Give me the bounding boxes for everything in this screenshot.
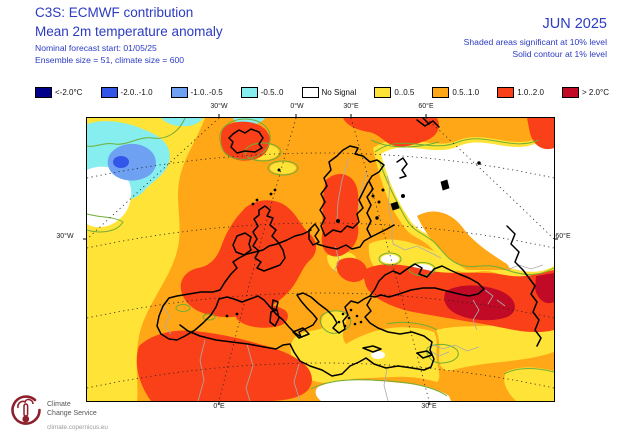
color-legend: <-2.0°C -2.0..-1.0 -1.0..-0.5 -0.5..0 No…: [35, 87, 609, 98]
legend-item: No Signal: [301, 87, 357, 98]
legend-item: <-2.0°C: [35, 87, 82, 98]
legend-swatch: [100, 87, 118, 98]
legend-swatch: [35, 87, 52, 98]
legend-swatch: [170, 87, 188, 98]
legend-swatch: [240, 87, 258, 98]
logo-line1: Climate: [47, 401, 71, 408]
legend-item: 0.5..1.0: [432, 87, 479, 98]
legend-swatch: [374, 87, 392, 98]
axis-label-top-60e: 60°E: [418, 103, 434, 110]
legend-label: <-2.0°C: [55, 88, 83, 97]
legend-label: 1.0..2.0: [517, 88, 544, 97]
axis-label-bottom-0e: 0°E: [213, 403, 225, 410]
legend-item: -0.5..0: [240, 87, 284, 98]
legend-swatch: [432, 87, 450, 98]
anomaly-map-frame: [83, 114, 558, 405]
subtitle-forecast-start: Nominal forecast start: 01/05/25: [35, 43, 157, 53]
legend-swatch: [497, 87, 515, 98]
graticule: [86, 117, 555, 402]
logo-text: Climate Change Service: [47, 401, 97, 418]
coastlines: [156, 117, 542, 377]
axis-label-top-30e: 30°E: [343, 103, 359, 110]
significance-contours: [86, 117, 555, 397]
copernicus-logo-icon: [11, 395, 41, 425]
legend-item: -2.0..-1.0: [100, 87, 153, 98]
legend-label: -1.0..-0.5: [190, 88, 223, 97]
subtitle-ensemble-size: Ensemble size = 51, climate size = 600: [35, 55, 185, 65]
legend-item: > 2.0°C: [561, 87, 609, 98]
logo-url: climate.copernicus.eu: [47, 424, 108, 431]
axis-label-left-30w: 30°W: [56, 233, 74, 240]
title-contribution: C3S: ECMWF contribution: [35, 5, 194, 20]
legend-label: 0..0.5: [394, 88, 415, 97]
country-borders: [162, 157, 544, 402]
title-variable: Mean 2m temperature anomaly: [35, 24, 223, 39]
axis-label-top-30w: 30°W: [210, 103, 228, 110]
legend-label: 0.5..1.0: [452, 88, 480, 97]
forecast-month: JUN 2025: [542, 16, 607, 32]
note-contour: Solid contour at 1% level: [512, 49, 607, 59]
legend-label: > 2.0°C: [581, 88, 609, 97]
legend-label: -2.0..-1.0: [120, 88, 153, 97]
logo-line2: Change Service: [47, 409, 97, 417]
islands-and-lakes: [225, 161, 481, 328]
shade-no-signal: [315, 142, 554, 401]
anomaly-map: [83, 114, 558, 405]
legend-item: 0..0.5: [374, 87, 414, 98]
axis-label-bottom-30e: 30°E: [421, 403, 437, 410]
legend-swatch: [561, 87, 579, 98]
legend-item: 1.0..2.0: [497, 87, 544, 98]
note-significance: Shaded areas significant at 10% level: [463, 37, 607, 47]
axis-label-right-60e: 60°E: [555, 233, 571, 240]
legend-label: -0.5..0: [260, 88, 284, 97]
legend-item: -1.0..-0.5: [170, 87, 223, 98]
legend-swatch: [301, 87, 319, 98]
frame-ticks: [83, 114, 558, 405]
axis-label-top-0w: 0°W: [290, 103, 304, 110]
shade-cold-northwest: [87, 118, 265, 228]
legend-label: No Signal: [321, 88, 357, 97]
